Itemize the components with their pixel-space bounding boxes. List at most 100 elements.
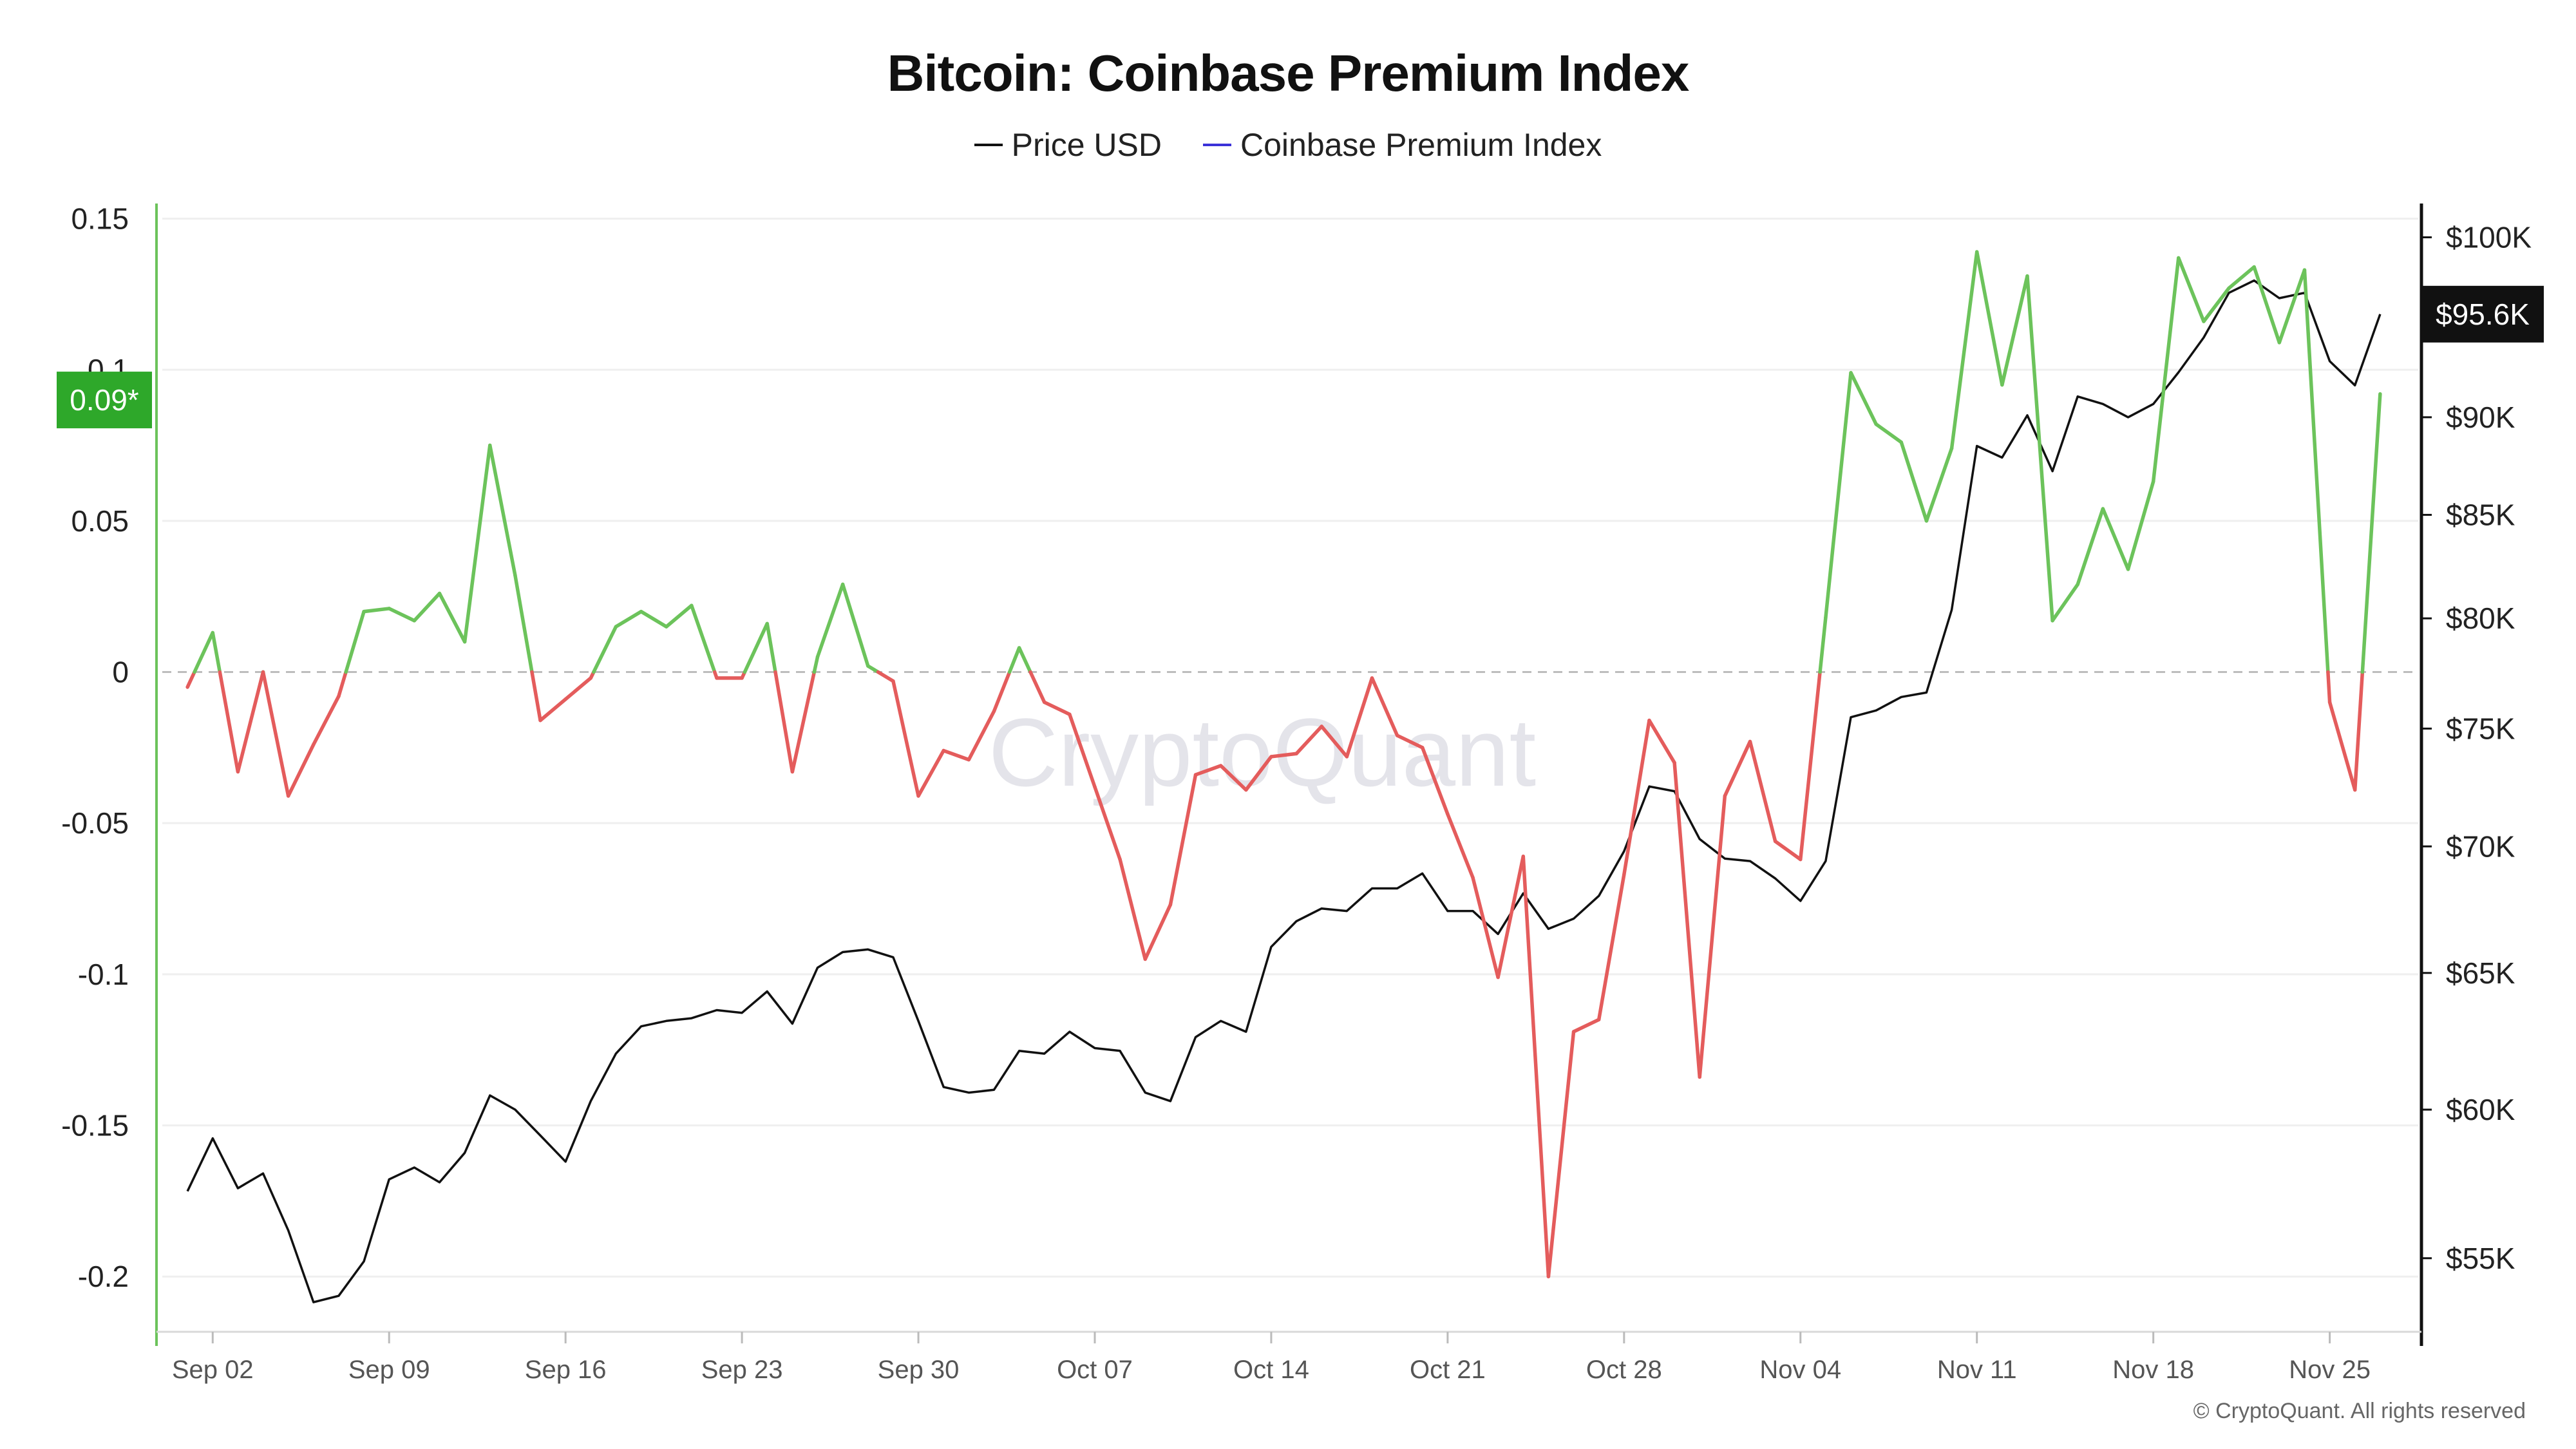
right-tick-label: $80K	[2446, 601, 2515, 635]
premium-segment	[916, 748, 945, 798]
premium-segment	[1042, 700, 1072, 716]
current-value-badges: 0.09* $95.6K	[57, 285, 2544, 429]
x-tick-label: Oct 21	[1410, 1356, 1486, 1384]
right-tick-label: $70K	[2446, 829, 2515, 863]
premium-segment	[344, 609, 366, 674]
right-tick-label: $55K	[2446, 1242, 2515, 1275]
premium-segment	[2101, 507, 2130, 571]
x-tick-label: Sep 02	[172, 1356, 254, 1384]
premium-segment	[1849, 371, 1878, 426]
x-tick-label: Sep 16	[525, 1356, 607, 1384]
legend-item-premium[interactable]: Coinbase Premium Index	[1202, 126, 1602, 164]
premium-segment	[743, 621, 769, 674]
left-tick-label: -0.15	[61, 1109, 129, 1142]
premium-segment	[1143, 903, 1173, 961]
premium-segment	[2326, 670, 2332, 705]
premium-segment	[1672, 761, 1701, 1079]
premium-segment	[1521, 855, 1551, 1278]
x-tick-label: Nov 11	[1937, 1356, 2017, 1384]
premium-segment	[2252, 265, 2282, 345]
left-tick-label: 0.05	[71, 504, 129, 538]
legend-label-price: Price USD	[1011, 127, 1162, 163]
x-tick-label: Oct 14	[1233, 1356, 1309, 1384]
premium-segment	[412, 591, 442, 623]
left-tick-label: -0.05	[61, 806, 129, 840]
premium-segment	[1193, 764, 1223, 777]
premium-segment	[362, 607, 391, 614]
premium-segment	[2050, 582, 2079, 623]
premium-segment	[1698, 794, 1727, 1079]
left-axis-ticks: 0.150.10.050-0.05-0.1-0.15-0.2	[61, 202, 129, 1293]
premium-segment	[866, 664, 880, 674]
premium-segment	[773, 670, 795, 774]
right-tick-label: $100K	[2446, 221, 2532, 254]
premium-segment	[2227, 265, 2256, 290]
premium-segment	[564, 676, 593, 701]
premium-segment	[1924, 446, 1954, 523]
premium-segment	[1546, 1030, 1576, 1278]
premium-series	[185, 250, 2382, 1278]
premium-segment	[992, 670, 1012, 714]
premium-segment	[1168, 773, 1198, 907]
premium-segment	[1647, 718, 1676, 765]
chart-title: Bitcoin: Coinbase Premium Index	[887, 44, 1690, 102]
premium-segment	[1723, 739, 1752, 798]
legend-item-price[interactable]: Price USD	[974, 126, 1162, 164]
current-premium-badge	[57, 372, 152, 429]
right-tick-label: $75K	[2446, 712, 2515, 745]
grid-lines	[162, 217, 2418, 1278]
premium-segment	[1622, 718, 1651, 876]
premium-segment	[1496, 855, 1526, 980]
left-tick-label: 0	[112, 656, 129, 689]
premium-segment	[1799, 670, 1822, 862]
premium-segment	[2076, 507, 2105, 587]
premium-segment	[2126, 480, 2155, 571]
premium-segment	[437, 591, 467, 644]
premium-segment	[1007, 646, 1021, 674]
premium-segment	[942, 748, 971, 762]
premium-segment	[2327, 700, 2357, 792]
right-tick-label: $85K	[2446, 498, 2515, 531]
premium-segment	[387, 607, 417, 623]
premium-segment	[337, 670, 348, 698]
premium-segment	[530, 670, 542, 723]
premium-segment	[193, 630, 215, 674]
legend-swatch-premium	[1202, 144, 1231, 146]
premium-segment	[876, 670, 895, 683]
premium-segment	[2360, 392, 2382, 674]
premium-segment	[488, 443, 517, 578]
price-series	[186, 279, 2382, 1303]
premium-segment	[1068, 712, 1097, 789]
right-axis-ticks: $100K $90K $85K $80K $75K $70K $65K $60K $55K	[2421, 221, 2532, 1275]
premium-segment	[2177, 256, 2206, 323]
premium-segment	[639, 609, 668, 629]
premium-segment	[1874, 422, 1904, 444]
x-tick-label: Sep 09	[348, 1356, 430, 1384]
premium-segment	[1093, 785, 1122, 862]
premium-segment	[2202, 286, 2231, 323]
legend-swatch-price	[974, 144, 1003, 146]
x-tick-label: Nov 18	[2112, 1356, 2194, 1384]
x-tick-label: Sep 23	[701, 1356, 783, 1384]
premium-segment	[1395, 734, 1425, 750]
x-tick-label: Sep 30	[878, 1356, 960, 1384]
premium-segment	[1118, 857, 1148, 961]
x-tick-label: Oct 28	[1586, 1356, 1662, 1384]
legend-label-premium: Coinbase Premium Index	[1240, 127, 1602, 163]
premium-segment	[1420, 746, 1450, 816]
premium-segment	[1446, 812, 1475, 880]
right-tick-label: $60K	[2446, 1093, 2515, 1126]
premium-segment	[312, 694, 341, 746]
premium-segment	[1345, 676, 1374, 759]
premium-segment	[1320, 724, 1349, 759]
premium-segment	[513, 573, 534, 674]
current-premium-label: 0.09*	[70, 383, 139, 417]
premium-segment	[1949, 250, 1979, 450]
premium-segment	[2151, 256, 2181, 484]
premium-segment	[1748, 739, 1777, 844]
premium-segment	[592, 625, 618, 674]
premium-segment	[1244, 755, 1273, 792]
premium-segment	[1824, 371, 1853, 620]
premium-segment	[891, 679, 920, 798]
copyright: © CryptoQuant. All rights reserved	[2193, 1399, 2526, 1423]
